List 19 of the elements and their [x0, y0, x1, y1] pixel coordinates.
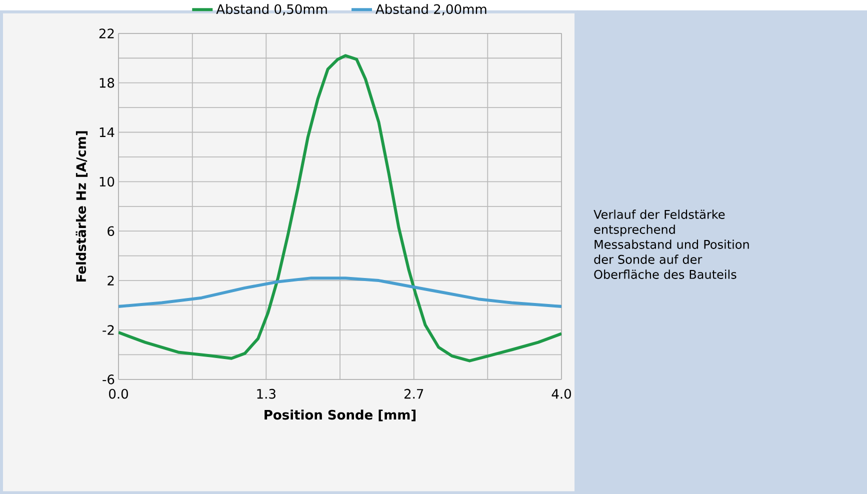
y-tick-label: 18 [100, 78, 114, 88]
legend-label: Abstand 2,00mm [376, 4, 486, 16]
y-tick-label: 14 [100, 127, 114, 137]
y-tick-label: -6 [102, 374, 114, 384]
x-tick-label: 0.0 [109, 388, 128, 399]
y-tick-label: 10 [100, 176, 114, 186]
line-series [118, 276, 562, 308]
text: Verlauf der Feldstärke entsprechend Messabstand und Position der Sonde auf der Oberfläche des Bauteils [594, 210, 749, 279]
x-tick-label: 1.3 [257, 388, 276, 399]
y-tick-label: 22 [99, 28, 114, 38]
x-tick-label: 2.7 [404, 388, 424, 398]
y-tick-label: 6 [108, 226, 114, 236]
line-series [118, 54, 562, 362]
x-tick-label: 4.0 [552, 388, 571, 399]
y-tick-label: -2 [102, 324, 114, 335]
y-axis-title: Feldstärke Hz [A/cm] [76, 131, 88, 282]
y-tick-label: 2 [108, 276, 114, 286]
legend-label: Abstand 0,50mm [216, 4, 327, 16]
x-axis-title: Position Sonde [mm] [264, 409, 416, 422]
